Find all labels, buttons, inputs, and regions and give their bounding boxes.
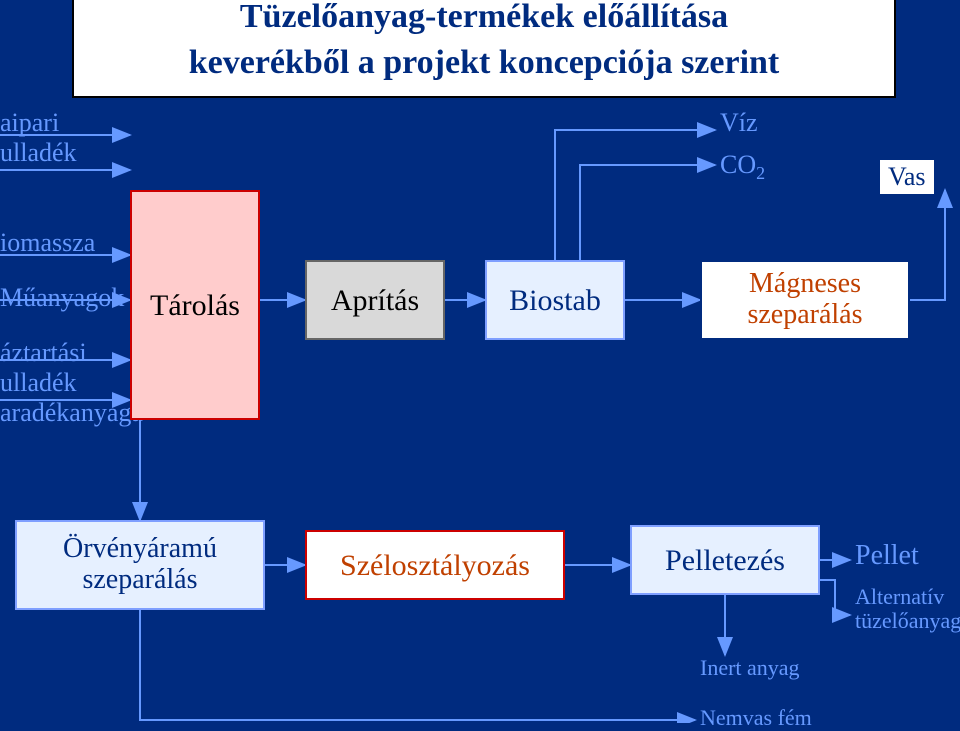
title-line1: Tüzelőanyag-termékek előállítása	[74, 0, 894, 36]
output-nemvas: Nemvas fém	[700, 705, 812, 731]
node-szel: Szélosztályozás	[305, 530, 565, 600]
node-pelletezes: Pelletezés	[630, 525, 820, 595]
input-faipari: Faipari hulladékaipariulladék	[0, 108, 77, 168]
node-magnes: Mágneses szeparálás	[700, 260, 910, 340]
node-apritas: Aprítás	[305, 260, 445, 340]
node-orveny: Örvényáramú szeparálás	[15, 520, 265, 610]
input-biomassza: iomassza	[0, 228, 95, 258]
output-viz: Víz	[720, 108, 758, 138]
output-pellet: Pellet	[855, 540, 919, 572]
output-vas: Vas	[880, 160, 934, 194]
node-tarolas: Tárolás	[130, 190, 260, 420]
input-haztartasi: áztartásiulladékaradékanyaga	[0, 338, 143, 428]
page-title-box: Tüzelőanyag-termékek előállítása keverék…	[72, 0, 896, 98]
node-biostab: Biostab	[485, 260, 625, 340]
title-line2: keverékből a projekt koncepciója szerint	[74, 44, 894, 82]
output-alt-tuzeloanyag: Alternatívtüzelőanyag	[855, 585, 960, 633]
output-inert: Inert anyag	[700, 655, 800, 681]
input-muanyagok: Műanyagok	[0, 283, 124, 313]
output-co2: CO2	[720, 150, 765, 184]
